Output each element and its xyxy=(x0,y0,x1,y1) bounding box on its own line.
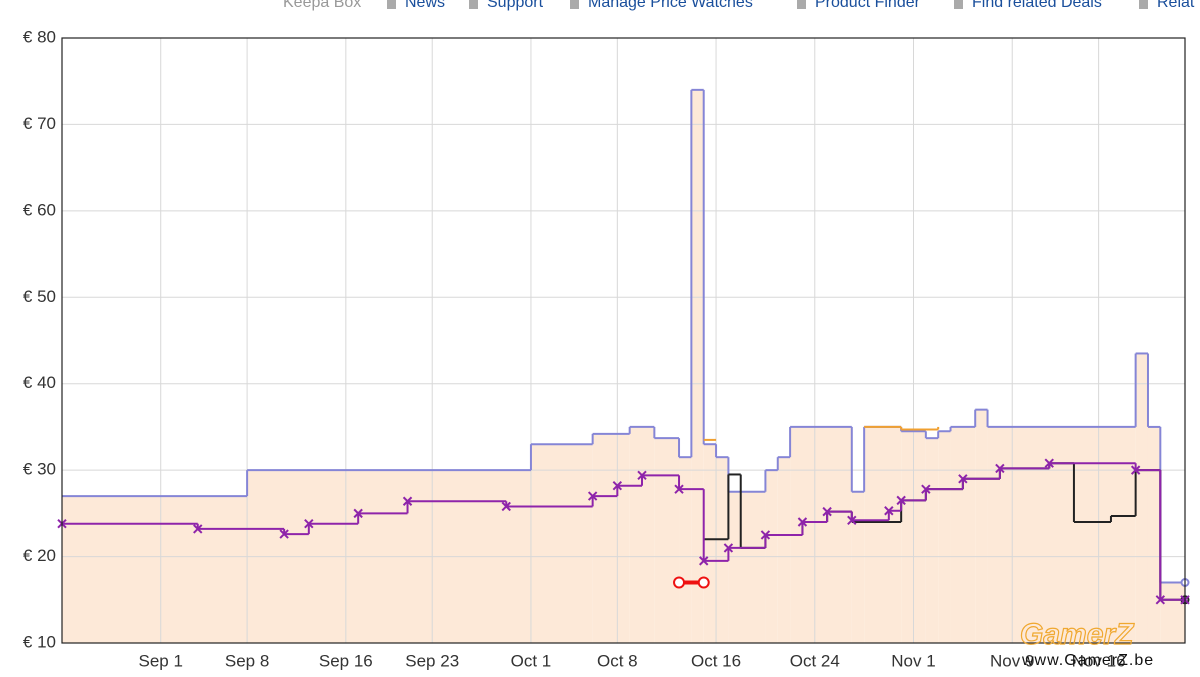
area-step xyxy=(691,89,704,644)
x-marker xyxy=(1155,595,1166,605)
y-tick-label: € 70 xyxy=(23,114,56,133)
nav-link[interactable]: Find related Deals xyxy=(972,0,1102,11)
area-step xyxy=(864,426,902,643)
x-marker xyxy=(847,515,857,525)
area-step xyxy=(530,444,593,643)
y-tick-label: € 50 xyxy=(23,287,56,306)
y-tick-label: € 60 xyxy=(23,200,56,219)
nav-link[interactable]: Support xyxy=(487,0,544,11)
x-marker xyxy=(674,484,684,494)
x-marker xyxy=(501,501,511,512)
area-step xyxy=(851,491,865,643)
point-marker xyxy=(697,576,710,589)
nav-link[interactable]: News xyxy=(405,0,445,11)
x-marker xyxy=(637,470,647,481)
y-tick-label: € 10 xyxy=(23,632,56,651)
nav-link: Keepa Box xyxy=(283,0,361,11)
area-step xyxy=(1147,426,1161,643)
y-tick-label: € 80 xyxy=(23,27,56,46)
y-tick-label: € 30 xyxy=(23,460,56,479)
nav-bar: Keepa Box News Support Manage Price Watches… xyxy=(283,0,1195,11)
area-step xyxy=(938,431,951,643)
area-step xyxy=(703,444,717,643)
nav-link[interactable]: Product Finder xyxy=(815,0,921,11)
x-tick-label: Oct 8 xyxy=(597,651,638,670)
x-tick-label: Oct 16 xyxy=(691,651,741,670)
x-marker xyxy=(921,484,931,494)
area-step xyxy=(654,438,680,643)
nav-separator xyxy=(469,0,478,9)
x-marker xyxy=(884,506,894,516)
x-tick-label: Sep 16 xyxy=(319,651,373,670)
x-marker xyxy=(797,517,808,527)
x-marker xyxy=(995,463,1005,474)
nav-separator xyxy=(1139,0,1148,9)
x-marker xyxy=(612,480,623,491)
area-step xyxy=(728,491,766,643)
x-marker xyxy=(279,529,289,539)
x-tick-label: Nov 1 xyxy=(891,651,935,670)
nav-separator xyxy=(570,0,579,9)
x-marker xyxy=(958,474,968,484)
nav-link[interactable]: Manage Price Watches xyxy=(588,0,753,11)
x-marker xyxy=(760,530,771,540)
nav-link[interactable]: Relat xyxy=(1157,0,1195,11)
area-step xyxy=(1135,353,1148,643)
area-step xyxy=(592,433,630,643)
area-step xyxy=(987,426,1136,643)
x-tick-label: Oct 24 xyxy=(790,651,840,670)
x-marker xyxy=(587,491,598,501)
area-step xyxy=(679,457,692,643)
area-step xyxy=(62,496,248,643)
x-tick-label: Nov 9 xyxy=(990,651,1034,670)
watermark-logo: GamerZ xyxy=(1020,618,1135,651)
x-marker xyxy=(402,496,413,506)
y-tick-label: € 20 xyxy=(23,546,56,565)
area-step xyxy=(975,409,988,643)
x-tick-label: Sep 1 xyxy=(139,651,183,670)
x-marker xyxy=(353,508,363,519)
area-step xyxy=(629,426,655,643)
x-tick-label: Nov 16 xyxy=(1072,651,1126,670)
x-marker xyxy=(1130,465,1141,475)
area-step xyxy=(777,457,791,643)
nav-separator xyxy=(954,0,963,9)
area-step xyxy=(716,457,729,643)
plot-frame xyxy=(61,37,1186,644)
area-step xyxy=(925,438,939,643)
x-tick-label: Sep 23 xyxy=(405,651,459,670)
watermark-url: www.GamerZ.be xyxy=(1021,652,1154,669)
x-marker xyxy=(193,524,203,534)
area-step xyxy=(1160,582,1185,643)
x-tick-label: Oct 1 xyxy=(511,651,552,670)
x-marker xyxy=(699,556,709,566)
point-marker xyxy=(673,576,686,589)
x-tick-label: Sep 8 xyxy=(225,651,269,670)
x-marker xyxy=(304,519,314,529)
nav-separator xyxy=(797,0,806,9)
x-marker xyxy=(822,506,832,517)
x-marker xyxy=(723,543,734,553)
x-marker xyxy=(896,495,906,506)
nav-separator xyxy=(387,0,396,9)
y-tick-label: € 40 xyxy=(23,373,56,392)
x-marker xyxy=(1044,458,1054,468)
area-step xyxy=(950,426,976,643)
